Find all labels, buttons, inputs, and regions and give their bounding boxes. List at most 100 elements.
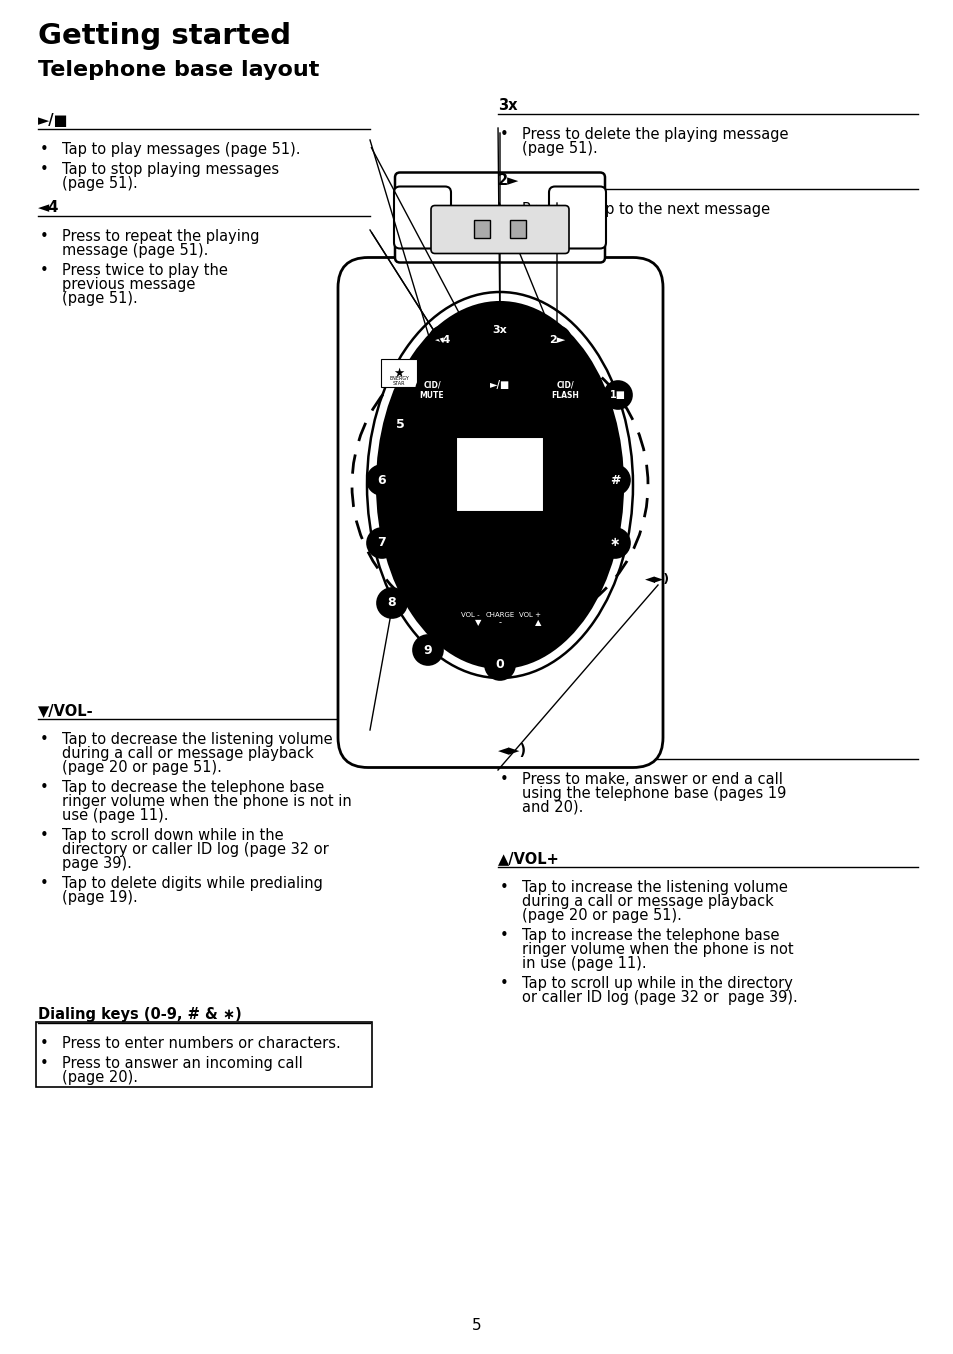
Text: 3x: 3x (497, 97, 517, 112)
Text: 3x: 3x (492, 325, 507, 334)
Text: •: • (40, 876, 49, 891)
Circle shape (429, 326, 456, 353)
Circle shape (416, 374, 448, 406)
Text: Tap to scroll up while in the directory: Tap to scroll up while in the directory (521, 976, 792, 991)
Text: 0: 0 (496, 658, 504, 672)
Text: (page 51).: (page 51). (521, 141, 598, 156)
Text: (page 20 or page 51).: (page 20 or page 51). (62, 760, 222, 774)
Circle shape (599, 528, 629, 558)
Text: ◄►): ◄►) (497, 743, 527, 758)
Text: (page 20 or page 51).: (page 20 or page 51). (521, 909, 681, 923)
Bar (510, 219, 525, 237)
Ellipse shape (367, 292, 633, 678)
Text: ∗: ∗ (609, 536, 619, 550)
FancyBboxPatch shape (395, 172, 604, 263)
Text: Press twice to play the: Press twice to play the (62, 263, 228, 278)
Text: ►/■: ►/■ (38, 112, 69, 129)
Circle shape (376, 588, 407, 617)
Text: Dialing keys (0-9, # & ∗): Dialing keys (0-9, # & ∗) (38, 1007, 241, 1022)
Text: •: • (40, 162, 49, 177)
Text: •: • (40, 263, 49, 278)
Text: during a call or message playback: during a call or message playback (62, 746, 314, 761)
FancyBboxPatch shape (394, 187, 451, 249)
Text: Tap to decrease the telephone base: Tap to decrease the telephone base (62, 780, 324, 795)
Text: ▼/VOL-: ▼/VOL- (38, 703, 93, 718)
Text: ▲/VOL+: ▲/VOL+ (497, 852, 559, 867)
Text: Telephone base layout: Telephone base layout (38, 60, 319, 80)
Circle shape (385, 410, 415, 440)
Circle shape (603, 380, 631, 409)
Text: 2►: 2► (497, 173, 518, 188)
Text: VOL -: VOL - (460, 612, 478, 617)
Text: ◄4: ◄4 (38, 200, 59, 215)
Text: ringer volume when the phone is not in: ringer volume when the phone is not in (62, 793, 352, 808)
Circle shape (413, 635, 442, 665)
Text: 7: 7 (377, 536, 386, 550)
Text: directory or caller ID log (page 32 or: directory or caller ID log (page 32 or (62, 842, 329, 857)
Text: (page 20).: (page 20). (62, 1070, 138, 1085)
Text: ringer volume when the phone is not: ringer volume when the phone is not (521, 942, 793, 957)
Bar (456, 437, 543, 512)
Text: ▲: ▲ (535, 619, 540, 627)
Text: Press to skip to the next message: Press to skip to the next message (521, 202, 769, 217)
Text: use (page 11).: use (page 11). (62, 808, 169, 823)
Bar (474, 219, 490, 237)
Circle shape (484, 650, 515, 680)
Circle shape (548, 374, 580, 406)
Text: •: • (40, 733, 49, 747)
Text: •: • (499, 202, 508, 217)
Text: ◄►): ◄►) (645, 574, 670, 586)
Ellipse shape (376, 302, 622, 668)
Text: 5: 5 (395, 418, 404, 432)
Text: (page 51).: (page 51). (62, 291, 137, 306)
Text: (page 51).: (page 51). (521, 217, 598, 232)
Text: CHARGE: CHARGE (485, 612, 514, 617)
Text: •: • (40, 829, 49, 844)
Text: •: • (40, 229, 49, 244)
Text: Tap to scroll down while in the: Tap to scroll down while in the (62, 829, 283, 844)
FancyBboxPatch shape (431, 206, 568, 253)
Circle shape (367, 464, 396, 496)
FancyBboxPatch shape (337, 257, 662, 768)
Circle shape (367, 528, 396, 558)
Text: page 39).: page 39). (62, 856, 132, 871)
Text: in use (page 11).: in use (page 11). (521, 956, 646, 971)
Text: 6: 6 (377, 474, 386, 486)
Text: Tap to delete digits while predialing: Tap to delete digits while predialing (62, 876, 322, 891)
Text: using the telephone base (pages 19: using the telephone base (pages 19 (521, 787, 785, 802)
Text: Press to answer an incoming call: Press to answer an incoming call (62, 1056, 302, 1071)
Text: ★: ★ (393, 367, 404, 379)
Text: Press to enter numbers or characters.: Press to enter numbers or characters. (62, 1036, 340, 1051)
Text: VOL +: VOL + (518, 612, 540, 617)
Text: Tap to decrease the listening volume: Tap to decrease the listening volume (62, 733, 333, 747)
Text: ►/■: ►/■ (489, 380, 510, 390)
Text: 2►: 2► (548, 334, 564, 345)
Text: Press to make, answer or end a call: Press to make, answer or end a call (521, 772, 782, 787)
Text: •: • (40, 142, 49, 157)
Text: #: # (609, 474, 619, 486)
Text: 5: 5 (472, 1317, 481, 1332)
Text: CID/
FLASH: CID/ FLASH (551, 380, 578, 399)
Text: 8: 8 (387, 597, 395, 609)
Text: •: • (40, 780, 49, 795)
Text: -: - (498, 619, 501, 627)
FancyBboxPatch shape (548, 187, 605, 249)
Text: Tap to stop playing messages: Tap to stop playing messages (62, 162, 279, 177)
Text: Press to delete the playing message: Press to delete the playing message (521, 127, 788, 142)
Circle shape (485, 371, 514, 399)
Text: Tap to increase the listening volume: Tap to increase the listening volume (521, 880, 787, 895)
Circle shape (485, 315, 514, 344)
Text: •: • (40, 1036, 49, 1051)
Text: and 20).: and 20). (521, 800, 583, 815)
Text: Getting started: Getting started (38, 22, 291, 50)
Text: vtech: vtech (469, 601, 530, 620)
Text: during a call or message playback: during a call or message playback (521, 894, 773, 909)
Text: Tap to play messages (page 51).: Tap to play messages (page 51). (62, 142, 300, 157)
Circle shape (542, 326, 571, 353)
Text: •: • (499, 927, 508, 942)
Text: message (page 51).: message (page 51). (62, 242, 208, 259)
Text: CID/
MUTE: CID/ MUTE (419, 380, 444, 399)
Text: •: • (499, 880, 508, 895)
Text: ◄4: ◄4 (435, 334, 451, 345)
Text: •: • (499, 127, 508, 142)
